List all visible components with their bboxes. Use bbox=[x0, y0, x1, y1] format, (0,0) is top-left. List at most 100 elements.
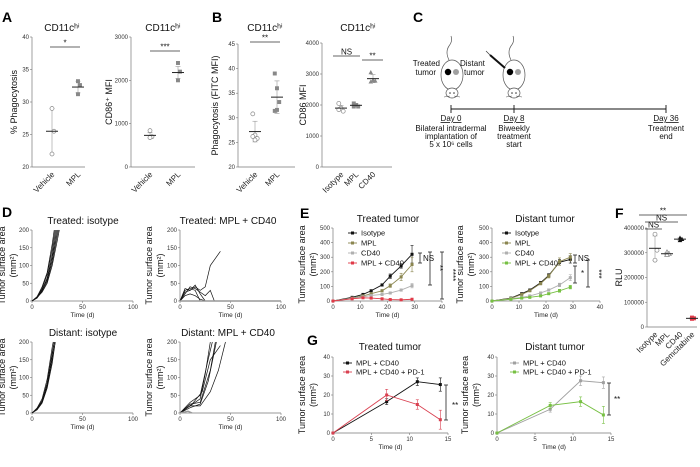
y-axis-label: CD86⁺ MFI bbox=[104, 79, 114, 125]
y-tick-label: 30 bbox=[22, 100, 29, 106]
legend-label: MPL + CD40 bbox=[515, 259, 558, 268]
data-point bbox=[399, 275, 403, 279]
y-tick-label: 3000 bbox=[115, 35, 129, 41]
data-point bbox=[336, 101, 342, 106]
tumor-curve bbox=[31, 341, 54, 414]
legend-label: MPL + CD40 bbox=[356, 359, 399, 368]
x-axis-label: Time (d) bbox=[542, 444, 566, 451]
x-axis-label: Time (d) bbox=[379, 444, 403, 451]
data-point bbox=[385, 393, 389, 397]
y-tick-label: 0 bbox=[26, 299, 30, 305]
data-point bbox=[331, 431, 335, 435]
panel-letter: B bbox=[212, 9, 222, 25]
y-tick-label: 0 bbox=[641, 325, 645, 331]
significance-label: * bbox=[63, 39, 66, 48]
significance-label: ** bbox=[369, 52, 375, 61]
panel-letter: E bbox=[300, 205, 309, 221]
y-tick-label: 200 bbox=[320, 270, 331, 276]
chart-title: Distant tumor bbox=[515, 214, 575, 225]
y-tick-label: 25 bbox=[228, 140, 235, 146]
significance-label: NS bbox=[341, 48, 352, 57]
legend-label: MPL bbox=[361, 239, 376, 248]
category-label: MPL bbox=[263, 170, 281, 188]
y-axis-unit: (mm²) bbox=[308, 253, 318, 277]
data-point bbox=[568, 285, 572, 289]
significance-label: NS bbox=[578, 254, 589, 263]
category-label: Vehicle bbox=[130, 170, 155, 195]
y-axis-label: Tumor surface area bbox=[144, 226, 154, 304]
y-axis-unit: (mm²) bbox=[466, 253, 476, 277]
data-point bbox=[415, 380, 419, 384]
series-mpl-cd40 bbox=[331, 296, 414, 303]
chart-title: CD11cʰⁱ bbox=[247, 23, 283, 34]
y-tick-label: 40 bbox=[487, 355, 494, 361]
mouse-head bbox=[507, 87, 521, 99]
y-tick-label: 500 bbox=[320, 226, 331, 232]
data-point bbox=[568, 255, 572, 259]
y-tick-label: 400000 bbox=[624, 226, 645, 232]
treated-tumor-label: tumor bbox=[416, 68, 437, 77]
data-point bbox=[568, 276, 572, 280]
series-isotype bbox=[331, 245, 414, 303]
mouse-day-8 bbox=[502, 35, 526, 99]
data-point bbox=[399, 288, 403, 292]
y-tick-label: 500 bbox=[479, 226, 490, 232]
x-axis-label: Time (d) bbox=[534, 312, 558, 319]
y-axis-label: Phagocytosis (FITC MFI) bbox=[210, 55, 220, 155]
data-point bbox=[250, 111, 256, 117]
data-point bbox=[652, 231, 658, 237]
chart-title: Distant: isotype bbox=[49, 328, 118, 339]
chart-panel-g-12: 0 10 20 30 40 Distant tumor Tumor surface area… bbox=[460, 342, 620, 451]
y-tick-label: 20 bbox=[323, 393, 330, 399]
data-point bbox=[385, 400, 389, 404]
data-point bbox=[369, 292, 373, 296]
y-tick-label: 0 bbox=[26, 411, 30, 417]
series-line bbox=[332, 381, 441, 434]
data-point bbox=[410, 284, 414, 288]
legend-marker bbox=[351, 261, 354, 265]
category-label: MPL bbox=[64, 170, 82, 188]
data-point bbox=[49, 151, 55, 157]
data-point bbox=[380, 297, 384, 301]
tumor-curve bbox=[179, 345, 221, 414]
data-point bbox=[147, 128, 153, 133]
tumor-curve bbox=[179, 341, 216, 414]
y-axis-label: % Phagocytosis bbox=[9, 69, 19, 134]
data-point bbox=[547, 288, 551, 292]
data-point bbox=[410, 252, 414, 256]
data-point bbox=[272, 71, 277, 76]
data-point bbox=[548, 403, 552, 407]
timeline-description: end bbox=[659, 132, 672, 141]
y-tick-label: 100 bbox=[19, 264, 30, 270]
tumor-curve bbox=[179, 410, 193, 414]
mouse-eye bbox=[453, 92, 455, 94]
mouse-eye bbox=[515, 92, 517, 94]
legend-label: MPL + CD40 bbox=[523, 359, 566, 368]
legend-marker bbox=[505, 231, 508, 235]
x-tick-label: 100 bbox=[276, 417, 287, 423]
significance-label: *** bbox=[594, 269, 603, 278]
data-point bbox=[509, 297, 513, 301]
y-tick-label: 0 bbox=[327, 431, 331, 437]
legend-marker bbox=[505, 241, 508, 245]
x-tick-label: 10 bbox=[406, 437, 413, 443]
x-tick-label: 100 bbox=[276, 305, 287, 311]
treated-tumor-label: Treated bbox=[413, 59, 440, 68]
chart-panel-f-10: 0100000200000300000400000RLUIsotypeMPLCD… bbox=[614, 207, 698, 368]
significance-label: NS bbox=[648, 221, 659, 230]
legend-marker bbox=[513, 361, 516, 365]
y-axis-label: Tumor surface area bbox=[455, 225, 465, 303]
distant-tumor-dot bbox=[453, 69, 459, 75]
timeline-day-label: Day 36 bbox=[653, 114, 679, 123]
data-point bbox=[579, 379, 583, 383]
treated-tumor-dot bbox=[444, 68, 452, 76]
y-tick-label: 100 bbox=[167, 264, 178, 270]
x-tick-label: 50 bbox=[79, 417, 86, 423]
y-tick-label: 150 bbox=[167, 358, 178, 364]
data-point bbox=[528, 295, 532, 299]
chart-panel-a-1: 0 1000 2000 3000 CD11cʰⁱ CD86⁺ MFI Vehicle MPL *… bbox=[104, 23, 195, 195]
y-tick-label: 40 bbox=[323, 355, 330, 361]
x-tick-label: 10 bbox=[570, 437, 577, 443]
